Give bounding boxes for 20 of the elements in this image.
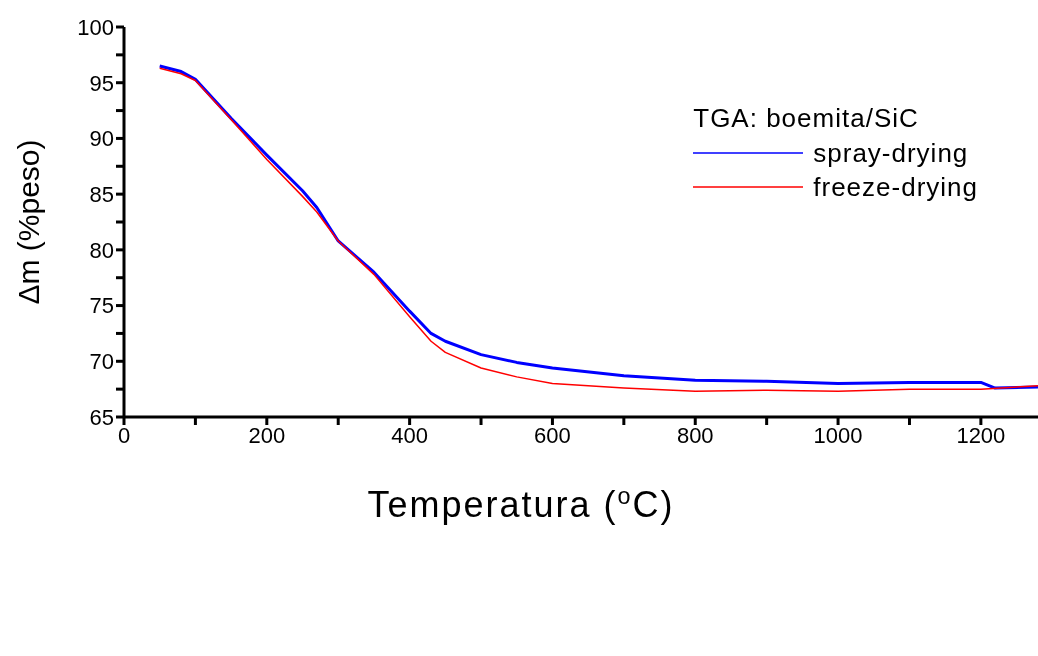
legend-label: freeze-drying: [813, 171, 978, 203]
legend-label: spray-drying: [813, 137, 969, 169]
x-tick-label: 800: [676, 422, 714, 448]
y-tick-label: 65: [89, 404, 114, 430]
x-axis-title: Temperatura ($^{o}$C): [367, 483, 675, 525]
x-tick-label: 1200: [956, 422, 1006, 448]
x-tick-label: 400: [391, 422, 428, 448]
y-tick-label: 85: [89, 181, 114, 207]
y-tick-label: 75: [89, 293, 114, 319]
x-tick-label: 1000: [813, 422, 863, 448]
y-tick-label: 95: [89, 70, 114, 96]
legend-title: TGA: boemita/SiC: [693, 103, 920, 134]
y-tick-label: 70: [89, 349, 114, 375]
y-tick-label: 80: [89, 237, 114, 263]
x-tick-label: 600: [534, 422, 571, 448]
y-axis-title: Δm (%peso): [11, 139, 45, 305]
x-tick-label: 200: [248, 422, 286, 448]
y-tick-label: 100: [77, 14, 114, 40]
y-tick-label: 90: [89, 126, 114, 152]
x-tick-label: 0: [117, 422, 131, 448]
